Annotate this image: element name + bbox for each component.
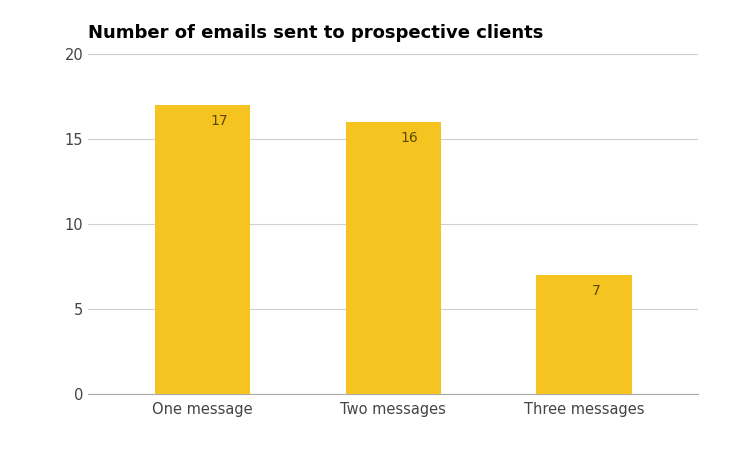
Text: 16: 16	[401, 131, 419, 145]
Bar	[537, 275, 631, 394]
Text: 17: 17	[210, 114, 228, 128]
Bar	[345, 122, 441, 394]
Text: 7: 7	[592, 284, 600, 298]
Text: Number of emails sent to prospective clients: Number of emails sent to prospective cli…	[88, 24, 544, 42]
Bar	[155, 105, 250, 394]
